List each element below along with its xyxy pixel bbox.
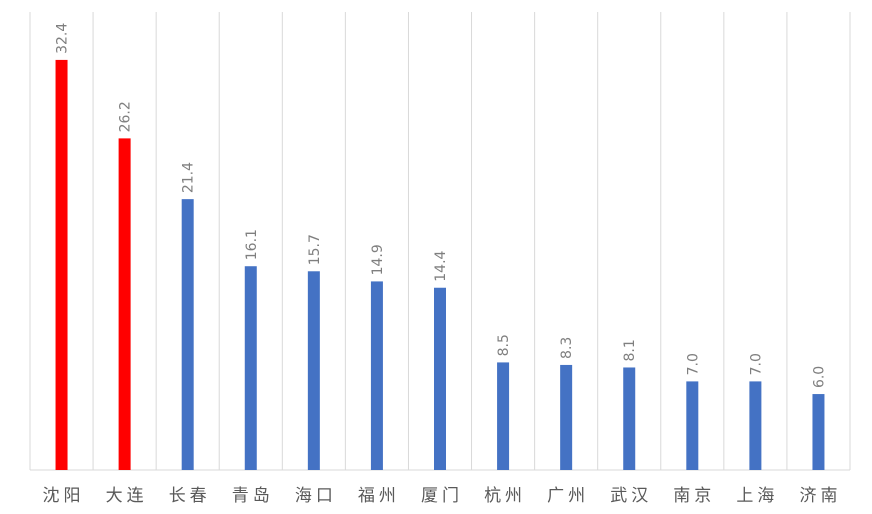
x-tick-label: 广州 xyxy=(547,486,589,506)
x-tick-label: 杭州 xyxy=(484,486,526,506)
bar xyxy=(623,367,636,470)
value-label: 26.2 xyxy=(118,101,134,132)
value-label: 7.0 xyxy=(748,353,764,375)
x-tick-label: 大连 xyxy=(106,486,148,506)
value-label: 7.0 xyxy=(685,353,701,375)
value-label: 6.0 xyxy=(811,366,827,388)
bar xyxy=(434,287,446,470)
x-tick-label: 厦门 xyxy=(421,486,463,506)
bar xyxy=(686,381,699,470)
x-tick-label: 沈阳 xyxy=(43,486,85,506)
bar xyxy=(244,266,257,470)
bar xyxy=(307,271,320,470)
bar xyxy=(370,281,383,470)
value-label: 21.4 xyxy=(181,162,197,193)
bar xyxy=(812,394,825,470)
x-tick-label: 上海 xyxy=(736,486,778,506)
bar xyxy=(497,362,510,470)
bar xyxy=(749,381,762,470)
value-label: 14.4 xyxy=(433,250,449,281)
value-label: 15.7 xyxy=(307,234,323,265)
x-tick-label: 南京 xyxy=(673,486,715,506)
bar xyxy=(55,59,68,471)
value-label: 8.5 xyxy=(496,334,512,356)
x-tick-label: 济南 xyxy=(799,486,841,506)
x-tick-label: 青岛 xyxy=(232,486,274,506)
x-tick-label: 武汉 xyxy=(610,486,652,506)
value-label: 8.3 xyxy=(559,337,575,359)
value-label: 8.1 xyxy=(622,339,638,361)
bar xyxy=(181,199,194,470)
value-label: 14.9 xyxy=(370,244,386,275)
value-label: 32.4 xyxy=(55,23,71,54)
x-tick-label: 海口 xyxy=(295,486,337,506)
x-tick-label: 福州 xyxy=(358,486,400,506)
bar xyxy=(560,364,573,470)
bar xyxy=(118,138,131,470)
x-tick-label: 长春 xyxy=(169,486,211,506)
value-label: 16.1 xyxy=(244,229,260,260)
